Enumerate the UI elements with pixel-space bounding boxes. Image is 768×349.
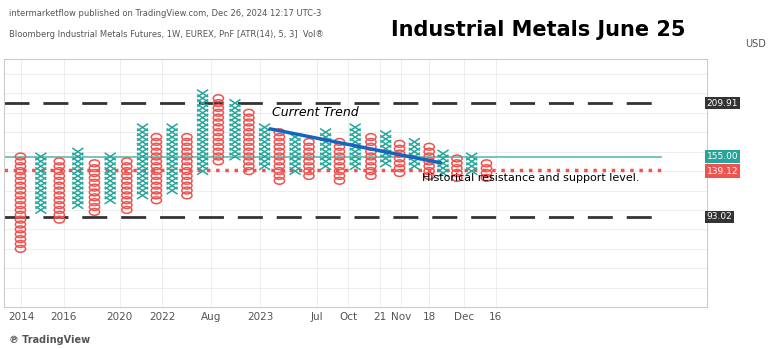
Text: Industrial Metals June 25: Industrial Metals June 25	[391, 20, 686, 39]
Text: 93.02: 93.02	[707, 212, 733, 221]
Text: ℗ TradingView: ℗ TradingView	[9, 335, 91, 345]
Text: Current Trend: Current Trend	[272, 106, 359, 119]
Text: 155.00: 155.00	[707, 152, 738, 161]
Text: Historical resistance and support level.: Historical resistance and support level.	[422, 173, 640, 183]
Text: Bloomberg Industrial Metals Futures, 1W, EUREX, PnF [ATR(14), 5, 3]  Vol®: Bloomberg Industrial Metals Futures, 1W,…	[9, 30, 324, 39]
Text: 139.12: 139.12	[707, 168, 738, 177]
Text: 140.85: 140.85	[707, 166, 738, 175]
Text: USD: USD	[745, 39, 766, 50]
Text: intermarketflow published on TradingView.com, Dec 26, 2024 12:17 UTC-3: intermarketflow published on TradingView…	[9, 9, 322, 18]
Text: 209.91: 209.91	[707, 99, 738, 107]
